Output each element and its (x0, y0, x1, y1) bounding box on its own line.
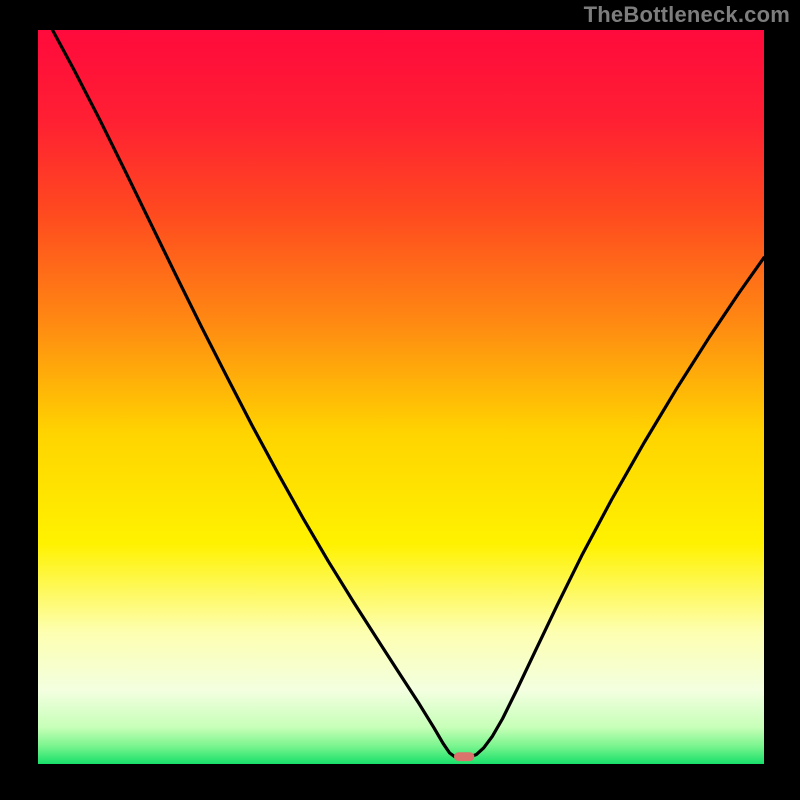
chart-frame: TheBottleneck.com (0, 0, 800, 800)
plot-area (38, 30, 764, 764)
minimum-marker (454, 752, 474, 761)
curve-layer (38, 30, 764, 764)
watermark-text: TheBottleneck.com (584, 2, 790, 28)
bottleneck-curve (53, 30, 764, 757)
